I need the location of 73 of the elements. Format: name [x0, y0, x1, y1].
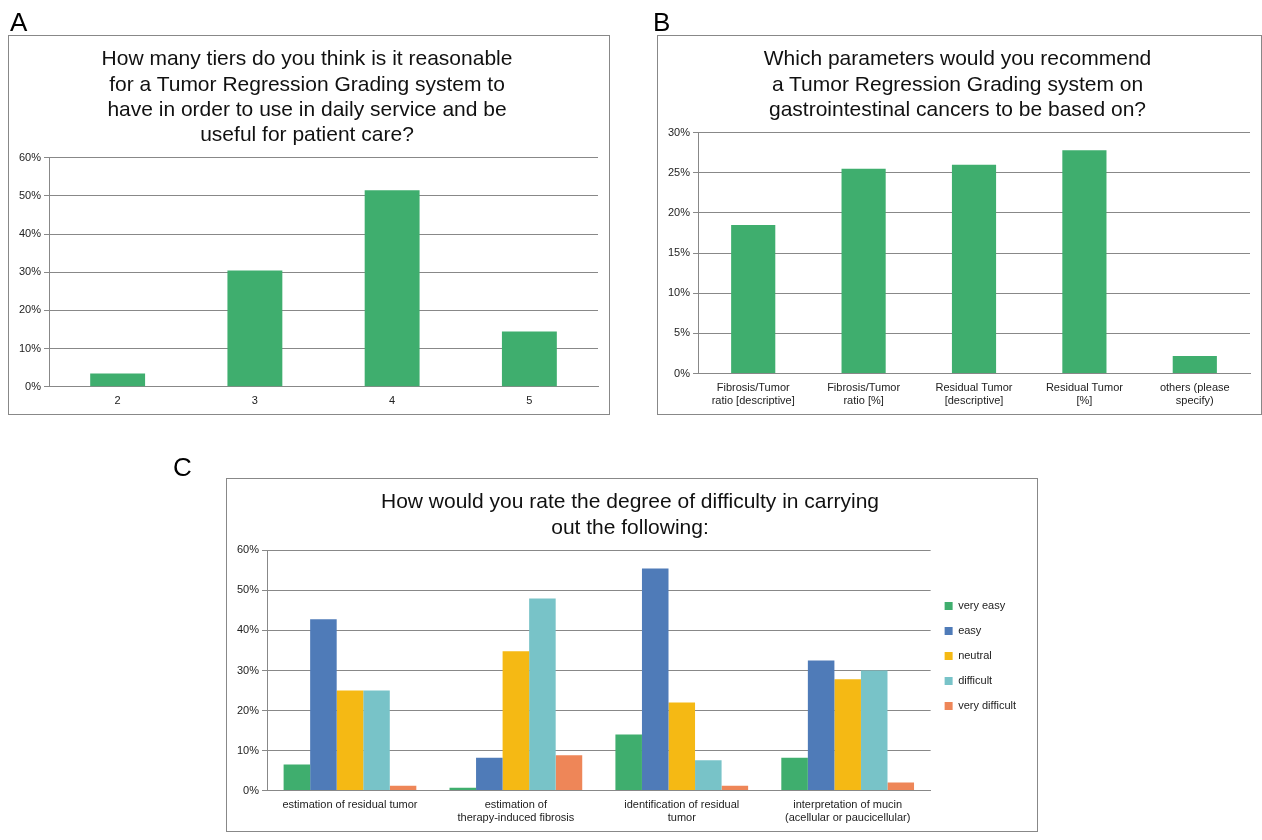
- y-tick-label: 20%: [18, 303, 42, 316]
- y-tick-label: 5%: [674, 326, 691, 339]
- bar: [90, 373, 146, 387]
- x-tick-label: Residual Tumor [descriptive]: [935, 381, 1013, 407]
- bar: [781, 757, 808, 791]
- bar: [501, 331, 557, 387]
- bar: [1062, 150, 1107, 374]
- y-tick-label: 60%: [236, 543, 260, 556]
- legend-label: very easy: [958, 599, 1006, 612]
- bar: [951, 164, 997, 374]
- y-tick-label: 20%: [667, 205, 691, 218]
- bar: [841, 168, 886, 374]
- bar: [336, 690, 364, 791]
- y-tick-label: 25%: [667, 165, 691, 178]
- bar: [364, 190, 420, 387]
- bar: [807, 660, 835, 791]
- text: A: [10, 7, 28, 37]
- y-tick-label: 0%: [243, 783, 260, 796]
- y-tick-label: 0%: [25, 379, 42, 392]
- text: C: [173, 452, 192, 482]
- bar: [310, 619, 337, 791]
- x-tick-label: 4: [389, 394, 396, 407]
- y-tick-label: 20%: [236, 703, 260, 716]
- legend-label: difficult: [958, 674, 993, 687]
- y-tick-label: 30%: [667, 125, 691, 138]
- bar: [555, 755, 583, 791]
- y-tick-label: 10%: [667, 286, 691, 299]
- y-tick-label: 0%: [674, 366, 691, 379]
- x-tick-label: Fibrosis/Tumor ratio [descriptive]: [711, 381, 795, 407]
- text: B: [653, 7, 671, 37]
- bar: [476, 757, 503, 791]
- bar: [721, 785, 749, 791]
- chart-title: How many tiers do you think is it reasonable for a Tumor Regression Grading system to have in order to use in daily service and be useful for patient care?: [101, 46, 513, 145]
- x-tick-label: estimation of therapy-induced fibrosis: [457, 798, 575, 824]
- legend-label: easy: [958, 624, 982, 637]
- bar: [860, 670, 888, 791]
- y-tick-label: 10%: [236, 743, 260, 756]
- bar: [227, 270, 283, 387]
- bar: [283, 764, 311, 791]
- bar: [529, 598, 556, 791]
- chart-title: Which parameters would you recommend a Tumor Regression Grading system on gastrointestinal cancers to be based on?: [763, 46, 1152, 120]
- bar: [668, 702, 696, 791]
- chart-title: How would you rate the degree of difficulty in carrying out the following:: [380, 489, 880, 538]
- x-tick-label: others (please specify): [1159, 381, 1230, 407]
- x-tick-label: interpretation of mucin (acellular or paucicellular): [785, 798, 911, 824]
- bar: [695, 760, 722, 791]
- legend-label: very difficult: [958, 699, 1016, 712]
- bar: [731, 224, 776, 374]
- y-tick-label: 40%: [18, 227, 42, 240]
- bar: [641, 568, 669, 791]
- x-tick-label: estimation of residual tumor: [282, 798, 418, 811]
- bar: [615, 734, 642, 791]
- bar: [363, 690, 390, 791]
- y-tick-label: 40%: [236, 623, 260, 636]
- bar: [502, 651, 530, 791]
- x-tick-label: 3: [251, 394, 258, 407]
- y-tick-label: 50%: [236, 583, 260, 596]
- x-tick-label: Fibrosis/Tumor ratio [%]: [827, 381, 901, 407]
- y-tick-label: 30%: [236, 663, 260, 676]
- y-tick-label: 50%: [18, 189, 42, 201]
- y-tick-label: 30%: [18, 265, 42, 278]
- bar: [834, 679, 861, 791]
- x-tick-label: identification of residual tumor: [624, 798, 740, 824]
- y-tick-label: 60%: [18, 150, 42, 163]
- bar: [1172, 355, 1217, 374]
- y-tick-label: 15%: [667, 246, 691, 259]
- x-tick-label: Residual Tumor [%]: [1045, 381, 1124, 407]
- y-tick-label: 10%: [18, 341, 42, 354]
- x-tick-label: 5: [526, 394, 533, 407]
- bar: [887, 782, 915, 791]
- bar: [389, 785, 417, 791]
- legend-label: neutral: [958, 649, 992, 662]
- x-tick-label: 2: [114, 394, 121, 407]
